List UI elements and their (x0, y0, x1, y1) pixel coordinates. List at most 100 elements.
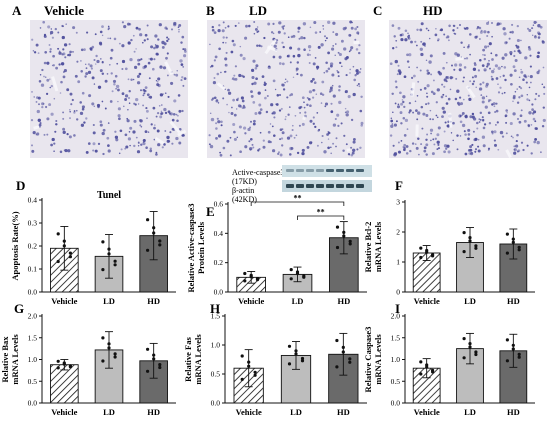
nucleus-dot (89, 47, 93, 51)
nucleus-dot (46, 78, 50, 82)
nucleus-dot (209, 144, 214, 149)
nucleus-dot (169, 131, 172, 134)
nucleus-dot (287, 113, 290, 116)
nucleus-dot (479, 83, 482, 86)
nucleus-dot (426, 92, 428, 95)
nucleus-dot (168, 112, 171, 115)
nucleus-dot (499, 86, 502, 89)
nucleus-dot (236, 108, 238, 110)
nucleus-dot (343, 134, 346, 137)
data-point (335, 365, 339, 369)
nucleus-dot (451, 64, 453, 67)
nucleus-dot (539, 25, 543, 29)
nucleus-dot (520, 141, 524, 144)
panel-a-letter: A (12, 3, 22, 18)
nucleus-dot (289, 134, 293, 138)
nucleus-dot (360, 121, 364, 125)
nucleus-dot (477, 149, 481, 153)
nucleus-dot (335, 32, 339, 36)
nucleus-dot (477, 138, 480, 141)
nucleus-dot (101, 100, 104, 103)
data-point (419, 372, 423, 376)
nucleus-dot (537, 51, 540, 55)
nucleus-dot (460, 41, 463, 44)
nucleus-dot (155, 79, 158, 82)
nucleus-dot (389, 62, 393, 66)
nucleus-dot (219, 151, 222, 154)
data-point (462, 250, 466, 254)
nucleus-dot (166, 52, 169, 55)
nucleus-dot (321, 80, 325, 84)
nucleus-dot (216, 117, 219, 120)
nucleus-dot (443, 78, 447, 82)
nucleus-dot (65, 23, 67, 25)
nucleus-dot (315, 93, 318, 95)
nucleus-dot (54, 130, 57, 133)
nucleus-dot (178, 28, 180, 31)
nucleus-dot (101, 25, 104, 28)
nucleus-dot (148, 58, 150, 60)
chart-f: F 0 1 2 3 Relative Bcl-2 mRNA Levels Vehicle LD H… (363, 178, 535, 306)
nucleus-dot (210, 64, 214, 68)
nucleus-dot (409, 109, 412, 112)
nucleus-dot (168, 140, 171, 143)
nucleus-dot (408, 111, 411, 114)
nucleus-dot (530, 152, 533, 155)
nucleus-dot (214, 55, 218, 59)
nucleus-dot (399, 91, 402, 95)
nucleus-dot (306, 53, 310, 57)
nucleus-dot (465, 26, 469, 30)
nucleus-dot (535, 127, 538, 130)
nucleus-dot (512, 100, 514, 103)
nucleus-dot (332, 142, 335, 145)
nucleus-dot (121, 21, 124, 24)
nucleus-dot (426, 95, 429, 98)
nucleus-dot (283, 32, 286, 35)
nucleus-dot (127, 96, 131, 100)
nucleus-dot (403, 105, 406, 109)
nucleus-dot (314, 57, 317, 59)
nucleus-dot (531, 27, 534, 30)
nucleus-dot (284, 81, 286, 84)
nucleus-dot (453, 68, 456, 71)
nucleus-dot (124, 147, 127, 150)
nucleus-dot (392, 144, 395, 147)
nucleus-dot (156, 129, 160, 133)
y-tick-label: 0.3 (28, 219, 38, 228)
nucleus-dot (459, 24, 461, 26)
nucleus-dot (181, 109, 184, 113)
nucleus-dot (117, 107, 121, 111)
x-tick-label: Vehicle (51, 296, 77, 306)
blot-band-caspase3 (306, 169, 314, 172)
nucleus-dot (257, 91, 261, 95)
data-point (468, 342, 472, 346)
x-tick-label: HD (507, 407, 520, 417)
data-point (253, 373, 257, 377)
nucleus-dot (397, 150, 402, 154)
data-point (62, 362, 66, 366)
nucleus-dot (334, 54, 336, 56)
nucleus-dot (434, 33, 438, 37)
nucleus-dot (295, 69, 298, 72)
nucleus-dot (287, 36, 290, 39)
nucleus-dot (454, 32, 457, 35)
nucleus-dot (299, 112, 301, 114)
nucleus-dot (487, 147, 491, 150)
nucleus-dot (127, 109, 129, 111)
nucleus-dot (79, 111, 84, 116)
nucleus-dot (435, 114, 438, 117)
nucleus-dot (145, 107, 148, 110)
nucleus-dot (325, 37, 328, 40)
nucleus-dot (400, 140, 403, 142)
nucleus-dot (138, 27, 141, 31)
nucleus-dot (332, 45, 335, 47)
data-point (505, 359, 509, 363)
nucleus-dot (135, 97, 139, 102)
nucleus-dot (340, 39, 344, 43)
nucleus-dot (66, 88, 70, 92)
nucleus-dot (272, 32, 275, 35)
nucleus-dot (428, 60, 432, 64)
nucleus-dot (438, 72, 442, 76)
nucleus-dot (478, 121, 481, 123)
nucleus-dot (486, 62, 490, 66)
